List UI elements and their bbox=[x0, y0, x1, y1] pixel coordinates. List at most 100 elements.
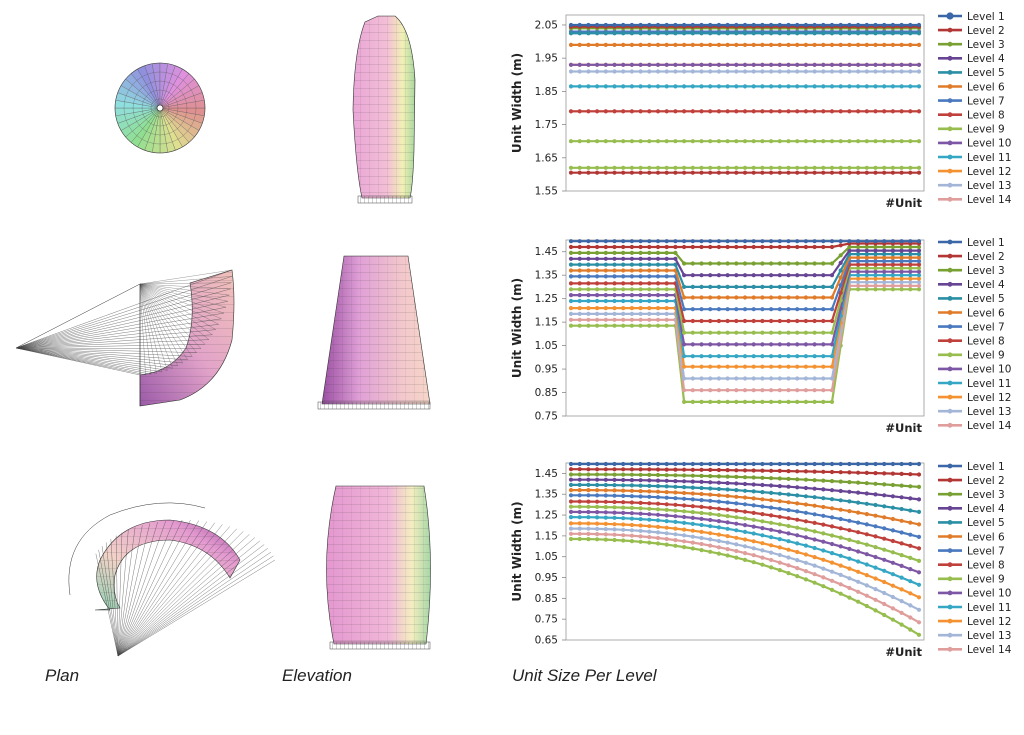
data-point bbox=[760, 139, 765, 144]
data-point bbox=[882, 62, 887, 67]
data-point bbox=[742, 165, 748, 170]
plan-disc bbox=[114, 62, 206, 154]
data-point bbox=[856, 510, 861, 515]
data-point bbox=[734, 388, 739, 393]
data-point bbox=[786, 244, 791, 250]
data-point bbox=[760, 62, 765, 67]
data-point bbox=[864, 42, 869, 48]
data-point bbox=[829, 165, 835, 170]
data-point bbox=[725, 399, 730, 404]
data-point bbox=[629, 500, 635, 505]
data-point bbox=[856, 276, 861, 281]
data-point bbox=[664, 31, 669, 36]
data-point bbox=[595, 274, 600, 279]
data-point bbox=[734, 170, 739, 175]
data-point bbox=[664, 467, 669, 472]
data-point bbox=[647, 529, 652, 534]
data-point bbox=[638, 69, 643, 74]
data-point bbox=[638, 268, 643, 273]
legend-label: Level 13 bbox=[967, 180, 1011, 192]
data-point bbox=[586, 504, 591, 509]
data-point bbox=[690, 497, 695, 502]
data-point bbox=[595, 244, 600, 250]
data-point bbox=[734, 62, 739, 67]
data-point bbox=[821, 469, 826, 474]
data-point bbox=[751, 489, 756, 494]
data-point bbox=[751, 468, 756, 473]
data-point bbox=[821, 487, 826, 492]
data-point bbox=[760, 497, 765, 502]
data-point bbox=[795, 139, 800, 144]
data-point bbox=[769, 109, 774, 114]
data-point bbox=[751, 376, 756, 381]
data-point bbox=[725, 42, 730, 48]
data-point bbox=[786, 469, 791, 474]
data-point bbox=[829, 364, 835, 369]
data-point bbox=[586, 256, 591, 261]
legend-marker bbox=[947, 632, 953, 638]
data-point bbox=[586, 239, 591, 244]
data-point bbox=[716, 354, 722, 359]
data-point bbox=[812, 376, 817, 381]
data-point bbox=[803, 31, 809, 36]
data-point bbox=[916, 239, 922, 244]
data-point bbox=[829, 342, 835, 347]
legend-label: Level 7 bbox=[967, 321, 1005, 333]
data-point bbox=[864, 573, 869, 578]
data-point bbox=[812, 364, 817, 369]
data-point bbox=[890, 22, 896, 28]
data-point bbox=[838, 526, 843, 531]
data-point bbox=[612, 293, 617, 298]
data-point bbox=[716, 486, 722, 492]
data-point bbox=[751, 239, 756, 244]
data-point bbox=[716, 512, 722, 518]
data-point bbox=[603, 62, 608, 67]
data-point bbox=[847, 528, 852, 533]
data-point bbox=[751, 354, 756, 359]
y-tick-label: 0.75 bbox=[535, 614, 558, 626]
data-point bbox=[803, 307, 809, 312]
data-point bbox=[916, 522, 922, 527]
data-point bbox=[664, 244, 669, 250]
data-point bbox=[795, 477, 800, 482]
data-point bbox=[769, 273, 774, 278]
data-point bbox=[734, 376, 739, 381]
data-point bbox=[908, 579, 913, 584]
data-point bbox=[769, 42, 774, 48]
data-point bbox=[864, 252, 869, 257]
data-point bbox=[612, 306, 617, 311]
data-point bbox=[647, 472, 652, 477]
data-point bbox=[595, 293, 600, 298]
data-point bbox=[829, 560, 835, 565]
data-point bbox=[838, 591, 843, 596]
data-point bbox=[742, 399, 748, 404]
data-point bbox=[908, 262, 913, 267]
data-point bbox=[829, 330, 835, 335]
data-point bbox=[690, 399, 695, 404]
data-point bbox=[647, 323, 652, 328]
data-point bbox=[786, 500, 791, 505]
data-point bbox=[612, 317, 617, 322]
data-point bbox=[916, 22, 922, 28]
data-point bbox=[786, 273, 791, 278]
data-point bbox=[690, 540, 695, 545]
data-point bbox=[812, 342, 817, 347]
data-point bbox=[595, 109, 600, 114]
data-point bbox=[812, 261, 817, 266]
data-point bbox=[664, 478, 669, 483]
data-point bbox=[725, 364, 730, 369]
legend-marker bbox=[947, 182, 953, 188]
series-level-8 bbox=[568, 262, 922, 324]
data-point bbox=[638, 517, 643, 522]
data-point bbox=[612, 139, 617, 144]
data-point bbox=[629, 483, 635, 488]
data-point bbox=[786, 139, 791, 144]
data-point bbox=[751, 553, 756, 558]
data-point bbox=[873, 597, 878, 602]
data-point bbox=[882, 482, 887, 487]
data-point bbox=[647, 478, 652, 483]
data-point bbox=[760, 330, 765, 335]
data-point bbox=[795, 509, 800, 514]
data-point bbox=[908, 248, 913, 253]
data-point bbox=[595, 62, 600, 67]
